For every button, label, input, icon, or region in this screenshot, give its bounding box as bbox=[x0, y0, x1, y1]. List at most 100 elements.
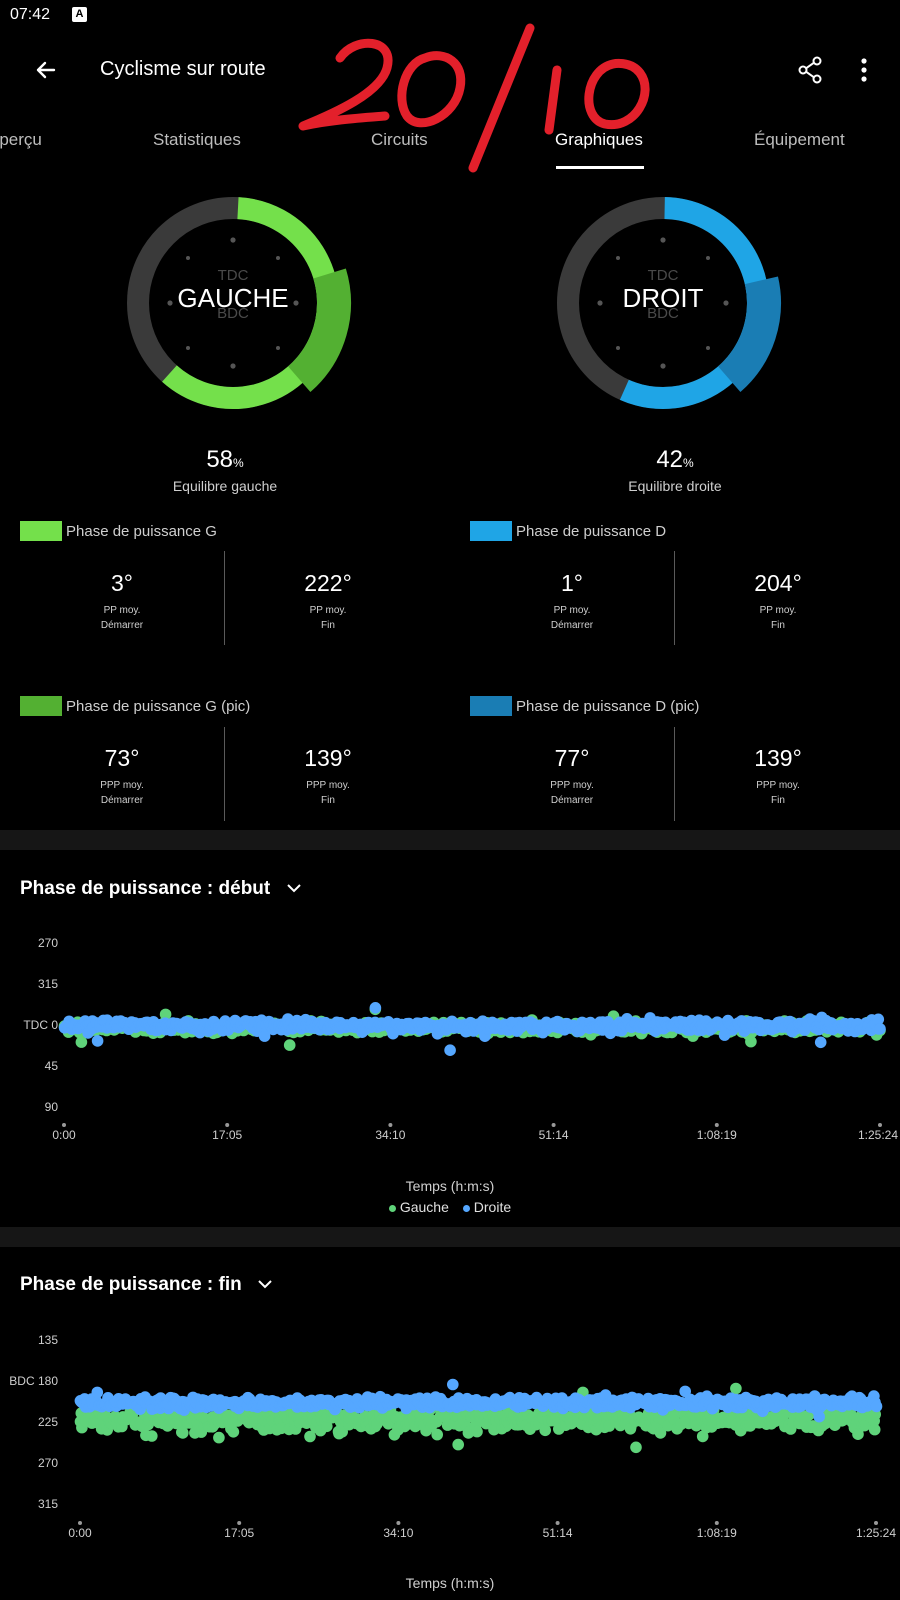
y-tick-label: TDC 0 bbox=[23, 1018, 58, 1032]
metric-caption: Fin bbox=[771, 795, 785, 806]
x-tick-mark bbox=[714, 1521, 719, 1525]
section-divider bbox=[0, 830, 900, 850]
metric-caption: PP moy. bbox=[553, 605, 591, 616]
tab-graphiques[interactable]: Graphiques bbox=[555, 130, 643, 149]
metric-caption: Fin bbox=[771, 620, 785, 631]
y-tick-label: 315 bbox=[38, 977, 58, 991]
data-point-gauche bbox=[304, 1430, 316, 1443]
y-tick-label: 90 bbox=[45, 1100, 59, 1114]
metric-right-end: 204° PP moy. Fin bbox=[698, 570, 858, 633]
data-point-droite bbox=[258, 1030, 271, 1042]
data-point-gauche bbox=[539, 1424, 551, 1437]
legend-label: Phase de puissance D (pic) bbox=[516, 698, 700, 715]
metric-caption: PPP moy. bbox=[756, 780, 800, 791]
right-balance-donut: TDC DROIT BDC bbox=[543, 183, 783, 423]
left-balance-unit: % bbox=[233, 456, 244, 470]
x-tick-label: 1:25:24 bbox=[856, 1526, 896, 1540]
left-bdc-label: BDC bbox=[217, 305, 249, 322]
data-point-gauche bbox=[730, 1382, 742, 1395]
tab-apercu[interactable]: Aperçu bbox=[0, 130, 42, 149]
legend-label: Droite bbox=[473, 1199, 512, 1215]
y-tick-label: 225 bbox=[38, 1415, 58, 1429]
left-balance-caption: Equilibre gauche bbox=[172, 478, 278, 494]
data-point-gauche bbox=[213, 1431, 225, 1444]
left-donut-ring bbox=[127, 197, 351, 409]
x-tick-mark bbox=[555, 1521, 560, 1525]
data-point-gauche bbox=[452, 1438, 465, 1451]
data-point-droite bbox=[91, 1386, 104, 1399]
metric-caption: Démarrer bbox=[550, 795, 594, 806]
data-point-droite bbox=[91, 1035, 104, 1047]
metric-caption: Démarrer bbox=[100, 795, 144, 806]
legend-swatch bbox=[470, 521, 512, 541]
legend-label: Gauche bbox=[399, 1199, 449, 1215]
metric-value: 139° bbox=[754, 745, 802, 771]
y-tick-label: 135 bbox=[38, 1333, 58, 1347]
legend-label: Phase de puissance D bbox=[516, 523, 667, 540]
x-tick-label: 51:14 bbox=[543, 1526, 573, 1540]
x-tick-label: 17:05 bbox=[212, 1128, 242, 1142]
x-tick-mark bbox=[874, 1521, 878, 1525]
chart-x-label: Temps (h:m:s) bbox=[405, 1178, 495, 1194]
metric-value: 139° bbox=[304, 745, 352, 771]
page-title: Cyclisme sur route bbox=[100, 58, 266, 80]
data-point-gauche bbox=[868, 1423, 881, 1436]
metric-caption: PP moy. bbox=[759, 605, 797, 616]
legend-item-gauche: Gauche bbox=[388, 1199, 449, 1215]
divider bbox=[224, 727, 225, 821]
divider bbox=[674, 727, 675, 821]
data-point-gauche bbox=[146, 1430, 158, 1442]
metric-value: 222° bbox=[304, 570, 352, 596]
share-icon bbox=[798, 56, 822, 84]
status-time: 07:42 bbox=[10, 6, 51, 23]
data-point-gauche bbox=[431, 1428, 444, 1441]
x-tick-mark bbox=[878, 1123, 882, 1127]
share-button[interactable] bbox=[792, 52, 828, 88]
tab-statistiques[interactable]: Statistiques bbox=[153, 130, 241, 149]
metric-right-peak-end: 139° PPP moy. Fin bbox=[698, 745, 858, 808]
power-phase-start-chart: 270 315 TDC 0 45 90 0:00 17:05 34:10 51:14 1:08:1… bbox=[23, 936, 898, 1142]
data-point-gauche bbox=[227, 1426, 240, 1438]
tab-bar: Aperçu Statistiques Circuits Graphiques … bbox=[0, 120, 900, 170]
data-point-gauche bbox=[336, 1426, 349, 1438]
arrow-left-icon bbox=[36, 61, 56, 79]
chevron-down-icon[interactable] bbox=[284, 878, 304, 898]
tab-circuits[interactable]: Circuits bbox=[371, 130, 428, 149]
left-donut-label: GAUCHE bbox=[177, 283, 289, 313]
x-tick-label: 1:08:19 bbox=[697, 1128, 737, 1142]
app-bar: Cyclisme sur route bbox=[0, 40, 900, 100]
x-tick-mark bbox=[225, 1123, 230, 1127]
chart-legend: Gauche Droite bbox=[0, 1199, 900, 1215]
data-point-droite bbox=[369, 1002, 382, 1014]
metric-caption: PPP moy. bbox=[550, 780, 594, 791]
data-point-gauche bbox=[321, 1420, 333, 1433]
left-tdc-label: TDC bbox=[217, 267, 249, 284]
right-donut-ring bbox=[557, 197, 781, 409]
metric-caption: PP moy. bbox=[103, 605, 141, 616]
more-options-button[interactable] bbox=[846, 52, 882, 88]
y-tick-label: BDC 180 bbox=[9, 1374, 58, 1388]
legend-label: Phase de puissance G bbox=[66, 523, 217, 540]
metric-value: 204° bbox=[754, 570, 802, 596]
data-point-gauche bbox=[471, 1425, 483, 1438]
right-tdc-label: TDC bbox=[647, 267, 679, 284]
left-balance-value: 58 bbox=[206, 446, 234, 473]
metric-value: 1° bbox=[561, 570, 583, 596]
x-tick-label: 0:00 bbox=[52, 1128, 76, 1142]
metric-value: 3° bbox=[111, 570, 133, 596]
metric-caption: Fin bbox=[321, 795, 335, 806]
y-tick-label: 270 bbox=[38, 1456, 58, 1470]
data-point-gauche bbox=[654, 1427, 667, 1439]
metric-caption: Démarrer bbox=[100, 620, 144, 631]
legend-swatch bbox=[470, 696, 512, 716]
data-point-gauche bbox=[177, 1427, 189, 1439]
back-button[interactable] bbox=[28, 52, 64, 88]
divider bbox=[674, 551, 675, 645]
tab-equipement[interactable]: Équipement bbox=[754, 130, 845, 149]
right-balance-value: 42 bbox=[656, 446, 684, 473]
chevron-down-icon[interactable] bbox=[255, 1274, 275, 1294]
metric-right-start: 1° PP moy. Démarrer bbox=[492, 570, 652, 633]
data-point-gauche bbox=[283, 1039, 296, 1051]
legend-swatch bbox=[20, 696, 62, 716]
data-point-droite bbox=[447, 1378, 459, 1391]
